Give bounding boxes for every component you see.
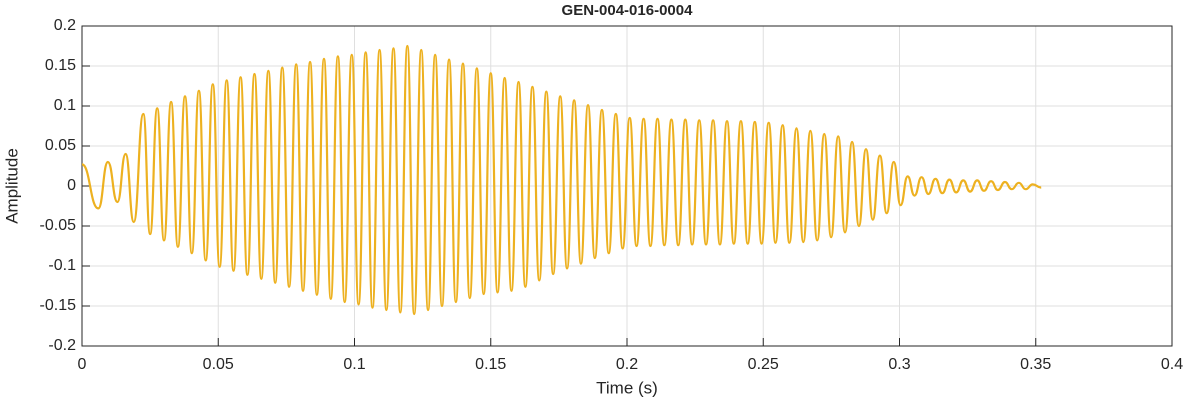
x-tick-label: 0.35 xyxy=(1020,356,1051,373)
x-tick-label: 0.4 xyxy=(1161,356,1183,373)
x-tick-label: 0.15 xyxy=(475,356,506,373)
y-tick-label: 0.1 xyxy=(54,97,76,114)
x-tick-label: 0 xyxy=(78,356,87,373)
x-tick-label: 0.2 xyxy=(616,356,638,373)
chart-title: GEN-004-016-0004 xyxy=(562,2,694,19)
y-tick-label: 0.15 xyxy=(45,57,76,74)
waveform-line xyxy=(81,44,1042,316)
x-tick-label: 0.3 xyxy=(888,356,910,373)
y-tick-label: -0.15 xyxy=(40,297,77,314)
x-tick-label: 0.1 xyxy=(343,356,365,373)
y-axis-label: Amplitude xyxy=(2,148,21,224)
y-tick-label: -0.1 xyxy=(48,257,76,274)
plot-frame xyxy=(81,25,1173,347)
y-tick-label: -0.2 xyxy=(48,337,76,354)
y-tick-label: -0.05 xyxy=(40,217,77,234)
y-tick-label: 0.05 xyxy=(45,137,76,154)
y-tick-label: 0 xyxy=(67,177,76,194)
y-tick-label: 0.2 xyxy=(54,17,76,34)
x-axis-label: Time (s) xyxy=(596,378,658,397)
x-tick-label: 0.25 xyxy=(748,356,779,373)
x-tick-label: 0.05 xyxy=(203,356,234,373)
